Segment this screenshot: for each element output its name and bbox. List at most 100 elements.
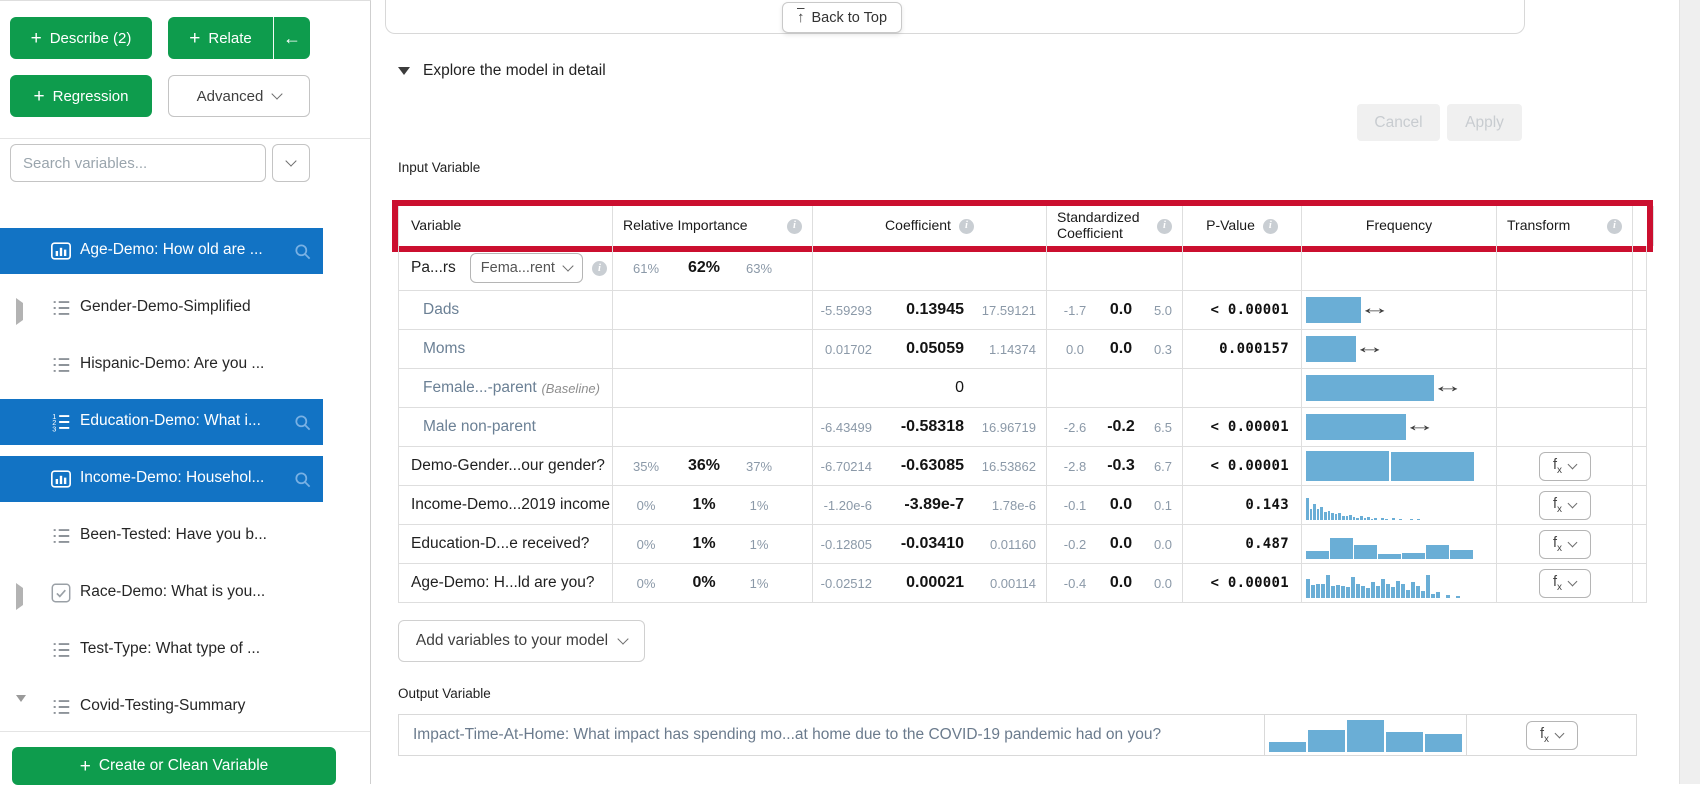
info-icon[interactable] [1607, 218, 1622, 234]
p-value: < 0.00001 [1210, 419, 1289, 435]
plus-icon: + [30, 27, 42, 49]
transform-fx-dropdown[interactable]: fx [1538, 451, 1591, 481]
regression-button[interactable]: + Regression [10, 75, 152, 117]
sidebar-item[interactable]: 1 2 3 Education-Demo: What i... [0, 399, 323, 445]
relative-importance-cell-low: 0% [636, 536, 656, 552]
plus-icon: + [79, 755, 91, 777]
table-row: Pa...rs Fema...rent 61% 62% 63% [398, 246, 1647, 291]
back-arrow-button[interactable]: ← [273, 17, 310, 59]
transform-fx-dropdown[interactable]: fx [1538, 568, 1591, 598]
variables-sidebar: + Describe (2) + Relate ← + Regression A… [0, 0, 371, 785]
sidebar-item-label: Been-Tested: Have you b... [80, 526, 267, 543]
histogram-bar [1306, 551, 1329, 559]
advanced-dropdown[interactable]: Advanced [168, 75, 310, 117]
relative-importance-cell: 61% 62% 63% [613, 246, 813, 290]
fx-icon: fx [1552, 573, 1563, 593]
histogram-bar [1331, 513, 1334, 520]
collapse-caret-icon[interactable] [16, 695, 26, 720]
sidebar-item[interactable]: Income-Demo: Househol... [0, 456, 323, 502]
standardized-coefficient-cell: -1.7 0.0 5.0 [1047, 291, 1183, 329]
chevron-down-icon [1554, 728, 1565, 739]
fx-icon: fx [1539, 725, 1550, 745]
relate-split-button: + Relate ← [168, 17, 310, 59]
transform-cell [1497, 330, 1633, 368]
frequency-histogram [1306, 533, 1474, 559]
regression-detail-panel: ↑ Back to Top Explore the model in detai… [371, 0, 1700, 784]
sidebar-item[interactable]: Gender-Demo-Simplified [0, 285, 323, 331]
column-header-label: Transform [1507, 217, 1571, 234]
variable-name: Income-Demo...2019 income [411, 496, 611, 513]
standardized-coefficient-cell-high: 5.0 [1153, 302, 1173, 318]
histogram-bar [1378, 554, 1401, 559]
add-variables-dropdown[interactable]: Add variables to your model [398, 620, 645, 662]
bar-chart-icon [50, 240, 72, 267]
explore-model-section-toggle[interactable]: Explore the model in detail [398, 62, 606, 80]
cancel-button[interactable]: Cancel [1357, 104, 1440, 141]
search-options-button[interactable] [272, 144, 310, 182]
info-icon[interactable] [1262, 218, 1278, 234]
expand-caret-icon[interactable] [16, 583, 23, 610]
info-icon[interactable] [958, 218, 974, 234]
coefficient-cell-mid: 0 [955, 379, 964, 396]
category-select-dropdown[interactable]: Fema...rent [469, 253, 583, 283]
sidebar-item[interactable]: Been-Tested: Have you b... [0, 513, 323, 559]
sidebar-item-label: Test-Type: What type of ... [80, 640, 261, 657]
histogram-bar [1354, 545, 1377, 559]
info-icon[interactable] [787, 218, 802, 234]
magnifier-icon[interactable] [293, 413, 312, 437]
standardized-coefficient-cell-high: 6.5 [1153, 419, 1173, 435]
sidebar-item[interactable]: Covid-Testing-Summary [0, 684, 323, 730]
chevron-down-icon [562, 260, 574, 272]
info-icon[interactable] [591, 260, 607, 276]
magnifier-icon[interactable] [293, 242, 312, 266]
transform-fx-dropdown[interactable]: fx [1538, 490, 1591, 520]
relative-importance-cell [613, 369, 813, 407]
back-to-top-label: Back to Top [811, 9, 888, 26]
sidebar-item[interactable]: Hispanic-Demo: Are you ... [0, 342, 323, 388]
info-icon[interactable] [1157, 218, 1172, 234]
table-row: Education-D...e received? 0% 1% 1% -0.12805-… [398, 525, 1647, 564]
relate-button[interactable]: + Relate [168, 17, 273, 59]
histogram-bar [1336, 585, 1340, 598]
histogram-bar [1326, 575, 1330, 598]
frequency-histogram [1306, 572, 1461, 598]
histogram-bar [1311, 585, 1315, 598]
describe-button[interactable]: + Describe (2) [10, 17, 152, 59]
sidebar-item[interactable]: Race-Demo: What is you... [0, 570, 323, 616]
p-value: 0.487 [1245, 536, 1289, 552]
output-variable-row: Impact-Time-At-Home: What impact has spe… [398, 714, 1637, 756]
search-variables-input[interactable] [10, 144, 266, 182]
relative-importance-cell-low: 61% [632, 260, 660, 276]
frequency-cell: ↔ [1302, 408, 1497, 446]
output-transform-fx-dropdown[interactable]: fx [1525, 720, 1578, 750]
svg-text:3: 3 [52, 425, 56, 433]
chevron-down-icon [617, 633, 629, 645]
create-or-clean-variable-button[interactable]: + Create or Clean Variable [12, 747, 336, 785]
coefficient-cell-low: -1.20e-6 [823, 497, 872, 513]
transform-fx-dropdown[interactable]: fx [1538, 529, 1591, 559]
frequency-cell [1302, 486, 1497, 524]
magnifier-icon[interactable] [293, 470, 312, 494]
sidebar-item[interactable]: Age-Demo: How old are ... [0, 228, 323, 274]
coefficient-cell-high: 0.01160 [989, 536, 1036, 552]
back-to-top-button[interactable]: ↑ Back to Top [782, 2, 903, 33]
standardized-coefficient-cell-low: -0.4 [1063, 575, 1087, 591]
apply-button[interactable]: Apply [1447, 104, 1522, 141]
p-value: < 0.00001 [1210, 458, 1289, 474]
variable-name: Dads [423, 301, 460, 318]
scrollbar-track[interactable] [1679, 0, 1700, 784]
sidebar-item[interactable]: Test-Type: What type of ... [0, 627, 323, 673]
histogram-bar [1334, 514, 1338, 520]
form-actions: Cancel Apply [1357, 104, 1522, 141]
standardized-coefficient-cell-mid: -0.2 [1107, 418, 1135, 435]
p-value-cell [1183, 246, 1302, 290]
table-row: Demo-Gender...our gender? 35% 36% 37% -6.702… [398, 447, 1647, 486]
variable-cell: Demo-Gender...our gender? [398, 447, 613, 485]
expand-caret-icon[interactable] [16, 298, 23, 325]
variable-name: Age-Demo: H...ld are you? [411, 574, 595, 591]
histogram-bar [1356, 518, 1359, 520]
table-header-row-highlighted: Variable Relative Importance Coefficient St… [392, 200, 1654, 252]
up-arrow-icon: ↑ [797, 9, 805, 26]
list-icon [50, 297, 72, 324]
relative-importance-cell-mid: 36% [687, 457, 721, 474]
